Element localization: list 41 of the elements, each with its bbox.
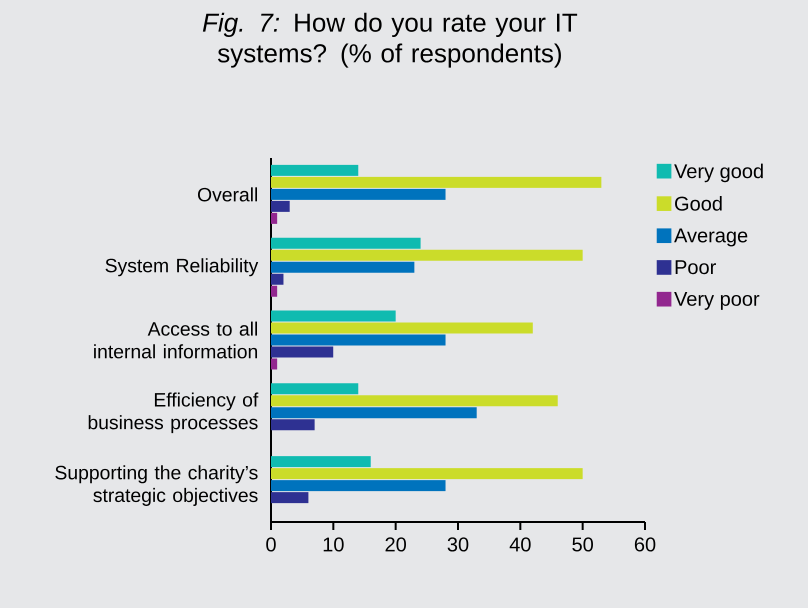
bar — [271, 322, 533, 334]
bar — [271, 383, 358, 394]
bar — [271, 419, 315, 430]
x-tick-label: 0 — [266, 537, 276, 552]
bar — [271, 407, 477, 418]
bar — [271, 468, 583, 480]
y-tick-label: Access to all internal information — [94, 322, 258, 358]
legend-label: Very poor — [674, 292, 760, 310]
bar — [271, 346, 334, 358]
bar — [271, 492, 308, 504]
x-tick-label: 20 — [386, 537, 406, 552]
y-tick-label: Efficiency of business processes — [88, 392, 258, 434]
chart-title: Fig. 7: How do you rate your IT systems? (% of respondents) — [202, 12, 578, 68]
bar — [271, 176, 602, 188]
bar — [271, 395, 558, 406]
bar — [271, 188, 446, 200]
x-tick-label: 10 — [324, 537, 344, 552]
bar — [271, 456, 371, 468]
bar — [271, 274, 284, 285]
bar — [271, 262, 414, 273]
bar — [271, 164, 358, 176]
bar — [271, 250, 583, 261]
bar — [271, 310, 396, 322]
legend-label: Poor — [676, 260, 716, 274]
y-tick-label: Overall — [198, 187, 258, 202]
bar — [271, 212, 278, 224]
y-tick-label: Supporting the charity’s strategic objectives — [55, 465, 258, 506]
bar — [271, 286, 278, 297]
x-tick-label: 60 — [634, 537, 656, 552]
legend-label: Good — [675, 196, 722, 211]
bar — [271, 480, 446, 492]
legend-label: Very good — [674, 164, 763, 182]
x-tick-label: 40 — [510, 537, 531, 552]
bar — [271, 200, 290, 212]
y-tick-label: System Reliability — [106, 258, 258, 276]
x-tick-label: 30 — [448, 537, 468, 552]
bar — [271, 238, 421, 249]
bar — [271, 334, 446, 346]
bar — [271, 358, 278, 370]
x-tick-label: 50 — [572, 537, 593, 552]
legend-label: Average — [674, 228, 748, 246]
